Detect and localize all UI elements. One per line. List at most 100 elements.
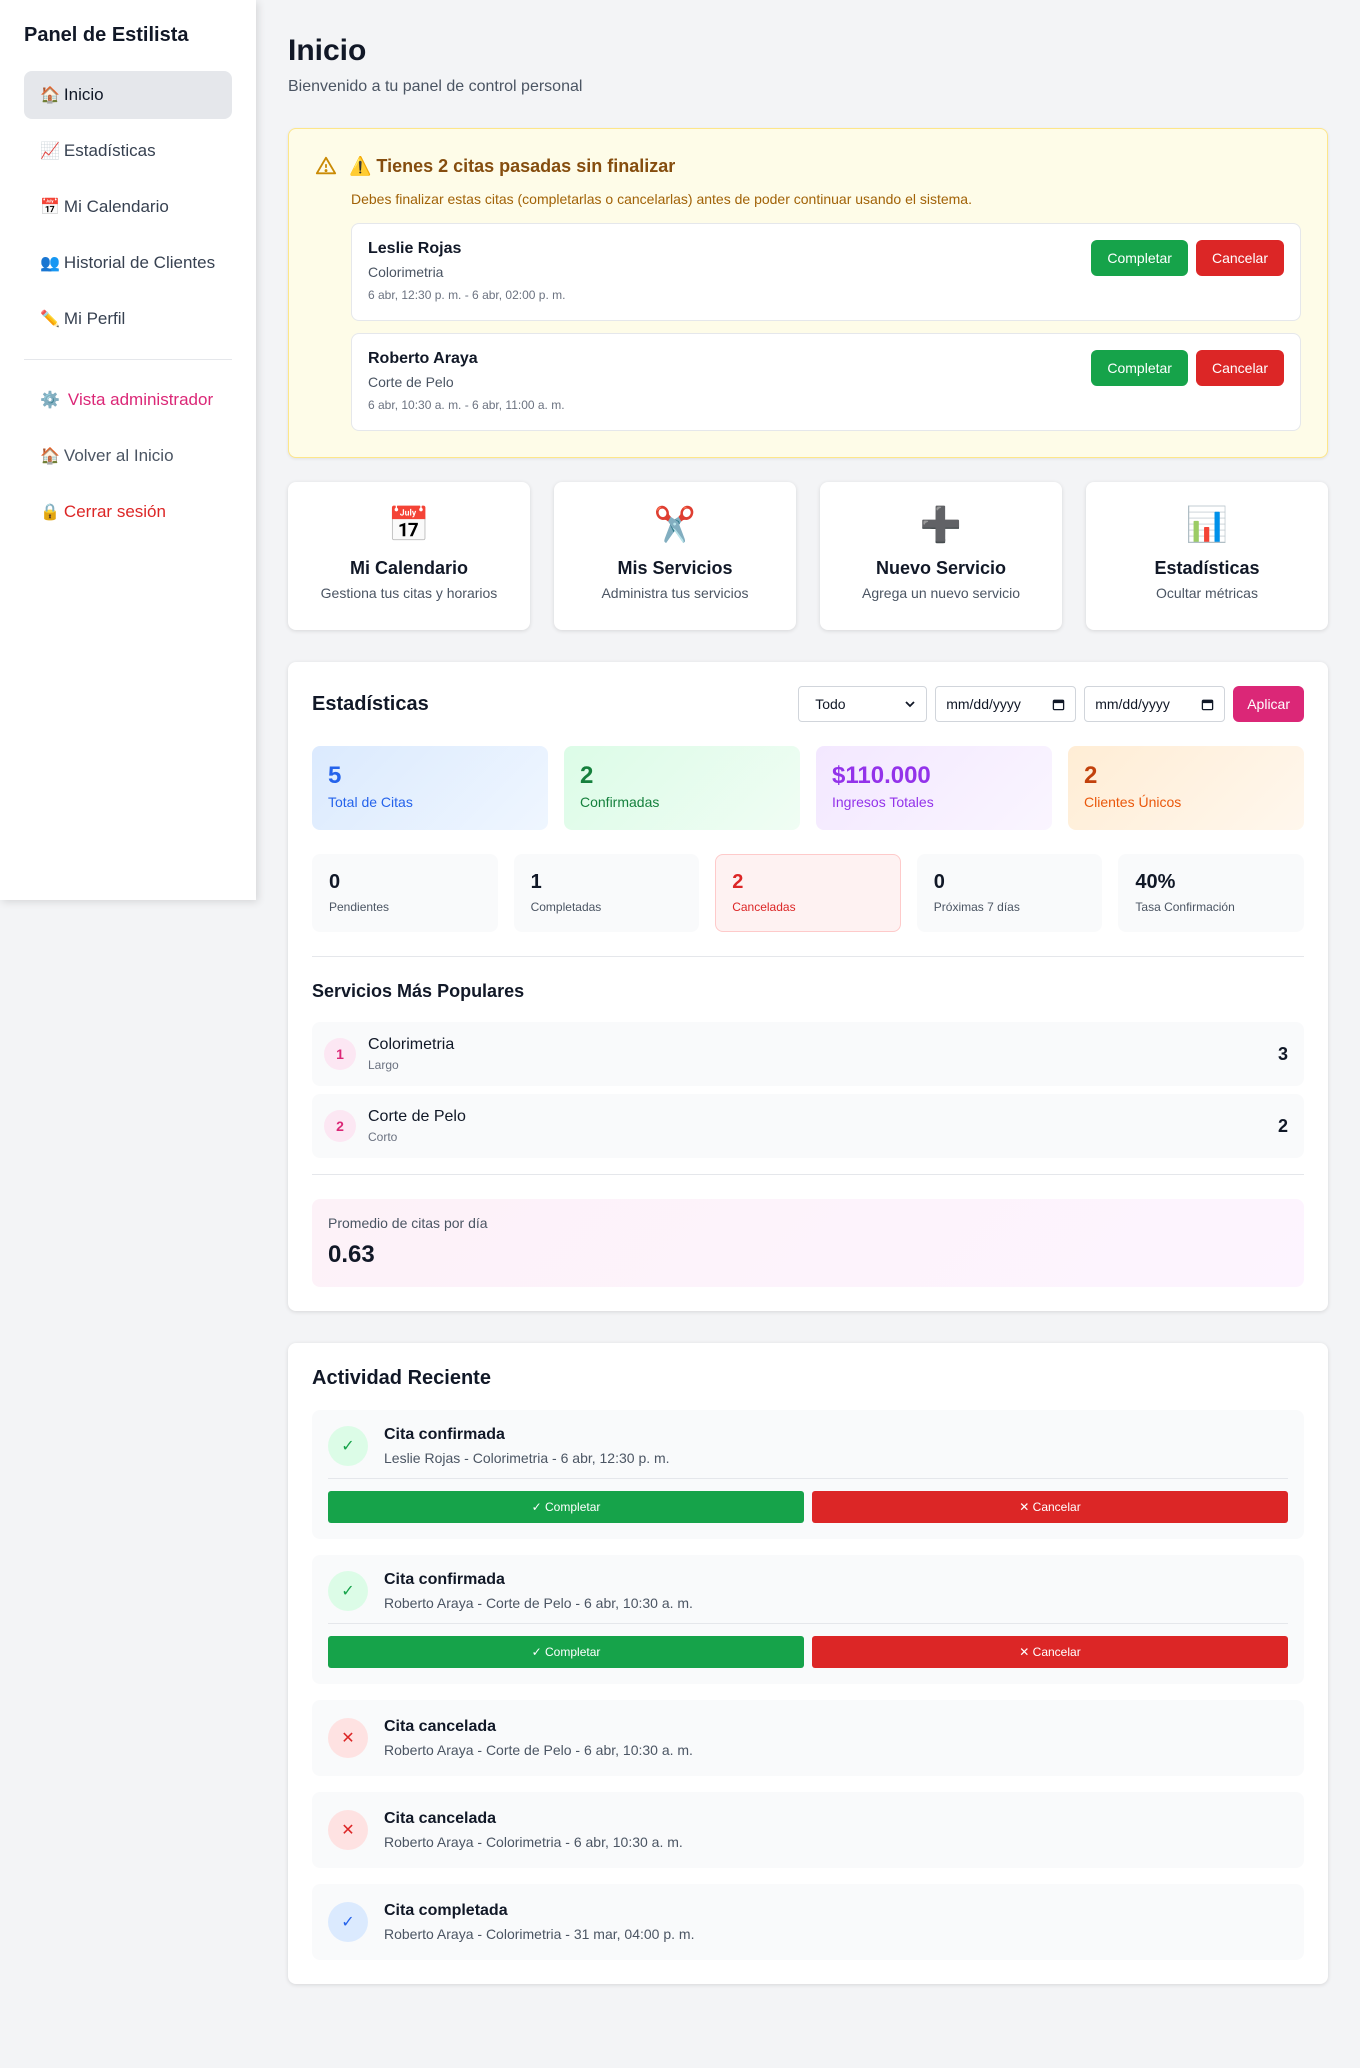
complete-button[interactable]: ✓ Completar <box>328 1491 804 1523</box>
activity-description: Leslie Rojas - Colorimetria - 6 abr, 12:… <box>384 1450 670 1466</box>
popular-services-title: Servicios Más Populares <box>312 981 525 1001</box>
stat-label: Total de Citas <box>328 794 413 810</box>
cancel-button[interactable]: ✕ Cancelar <box>812 1636 1288 1668</box>
appointment-time: 6 abr, 12:30 p. m. - 6 abr, 02:00 p. m. <box>368 288 566 302</box>
apply-button[interactable]: Aplicar <box>1233 686 1304 722</box>
pending-appointment-card: Roberto Araya Corte de Pelo 6 abr, 10:30… <box>351 333 1301 431</box>
calendar-icon <box>1052 699 1065 710</box>
activity-title-text: Cita confirmada <box>384 1571 505 1588</box>
stat-proximas: 0 Próximas 7 días <box>916 854 1103 932</box>
quick-card-title: Mi Calendario <box>349 558 469 578</box>
sidebar-item-inicio[interactable]: 🏠 Inicio <box>24 71 232 119</box>
sidebar-item-perfil[interactable]: ✏️ Mi Perfil <box>24 295 232 343</box>
house-icon: 🏠 <box>40 87 60 104</box>
quick-card-desc: Agrega un nuevo servicio <box>862 585 1020 601</box>
sidebar-item-label: Historial de Clientes <box>63 253 216 272</box>
list-item: 1 Colorimetria Largo 3 <box>312 1022 1304 1086</box>
quick-card-estadisticas[interactable]: 📊 Estadísticas Ocultar métricas <box>1086 482 1328 630</box>
complete-button[interactable]: Completar <box>1091 350 1188 386</box>
quick-card-desc: Gestiona tus citas y horarios <box>320 585 498 601</box>
complete-button[interactable]: ✓ Completar <box>328 1636 804 1668</box>
stat-confirmadas: 2 Confirmadas <box>564 746 800 830</box>
list-item: ✓ Cita confirmada Roberto Araya - Corte … <box>312 1555 1304 1684</box>
activity-title-text: Cita completada <box>384 1902 508 1919</box>
list-item: ✕ Cita cancelada Roberto Araya - Corte d… <box>312 1700 1304 1776</box>
date-to-input[interactable]: mm/dd/yyyy <box>1084 686 1226 722</box>
page-subtitle: Bienvenido a tu panel de control persona… <box>288 78 583 95</box>
quick-card-title: Estadísticas <box>1154 558 1260 578</box>
sidebar-item-historial-clientes[interactable]: 👥 Historial de Clientes <box>24 239 232 287</box>
calendar-icon: 📅 <box>387 506 431 544</box>
service-name: Colorimetria <box>368 1036 455 1053</box>
activity-list: ✓ Cita confirmada Leslie Rojas - Colorim… <box>312 1410 1304 1960</box>
period-select-value: Todo <box>815 696 846 712</box>
scissors-icon: ✂️ <box>653 506 697 544</box>
stats-panel: Estadísticas Todo mm/dd/yyyy mm/dd/yyyy … <box>288 662 1328 1311</box>
sidebar: Panel de Estilista 🏠 Inicio 📈 Estadístic… <box>0 0 256 900</box>
sidebar-item-label: Vista administrador <box>67 390 214 409</box>
quick-card-servicios[interactable]: ✂️ Mis Servicios Administra tus servicio… <box>554 482 796 630</box>
stat-value: 1 <box>530 871 542 893</box>
popular-services-list: 1 Colorimetria Largo 3 2 Corte de Pelo C… <box>312 1022 1304 1158</box>
cancel-button[interactable]: Cancelar <box>1195 240 1284 276</box>
service-count: 2 <box>1277 1115 1288 1136</box>
activity-title: Actividad Reciente <box>312 1367 491 1389</box>
activity-title-text: Cita cancelada <box>384 1810 497 1827</box>
activity-title-text: Cita confirmada <box>384 1426 505 1443</box>
appointment-client: Roberto Araya <box>368 350 478 367</box>
stats-title: Estadísticas <box>312 692 429 715</box>
service-length: Largo <box>368 1058 399 1072</box>
stat-label: Tasa Confirmación <box>1135 900 1235 914</box>
service-name: Corte de Pelo <box>368 1108 466 1125</box>
stat-value: 5 <box>328 762 342 789</box>
sidebar-item-cerrar-sesion[interactable]: 🔒 Cerrar sesión <box>24 488 232 536</box>
divider <box>312 1174 1304 1175</box>
sidebar-title: Panel de Estilista <box>24 24 189 46</box>
bar-chart-icon: 📊 <box>1185 506 1229 544</box>
pencil-icon: ✏️ <box>40 311 60 328</box>
complete-button[interactable]: Completar <box>1091 240 1188 276</box>
stat-value: 2 <box>1084 762 1098 789</box>
stat-total-citas: 5 Total de Citas <box>312 746 548 830</box>
sidebar-item-calendario[interactable]: 📅 Mi Calendario <box>24 183 232 231</box>
average-value: 0.63 <box>328 1241 375 1268</box>
rank-badge: 1 <box>324 1038 356 1070</box>
quick-card-desc: Ocultar métricas <box>1156 585 1258 601</box>
stat-ingresos: $110.000 Ingresos Totales <box>816 746 1052 830</box>
stat-canceladas[interactable]: 2 Canceladas <box>715 854 901 932</box>
stat-value: 0 <box>933 871 945 893</box>
x-icon: ✕ <box>328 1810 368 1850</box>
quick-card-title: Mis Servicios <box>617 558 733 578</box>
sidebar-item-volver-inicio[interactable]: 🏠 Volver al Inicio <box>24 432 232 480</box>
stat-value: 2 <box>732 871 744 893</box>
gear-icon: ⚙️ <box>40 392 60 409</box>
cancel-button[interactable]: Cancelar <box>1195 350 1284 386</box>
house-icon: 🏠 <box>40 448 60 465</box>
sidebar-item-label: Cerrar sesión <box>63 502 166 521</box>
stat-label: Completadas <box>530 900 602 914</box>
period-select[interactable]: Todo <box>798 686 928 722</box>
activity-description: Roberto Araya - Colorimetria - 31 mar, 0… <box>384 1926 695 1942</box>
average-per-day: Promedio de citas por día 0.63 <box>312 1199 1304 1287</box>
quick-card-nuevo-servicio[interactable]: ➕ Nuevo Servicio Agrega un nuevo servici… <box>820 482 1062 630</box>
rank-badge: 2 <box>324 1110 356 1142</box>
list-item: ✓ Cita completada Roberto Araya - Colori… <box>312 1884 1304 1960</box>
sidebar-item-estadisticas[interactable]: 📈 Estadísticas <box>24 127 232 175</box>
sidebar-item-label: Volver al Inicio <box>63 446 174 465</box>
cancel-button[interactable]: ✕ Cancelar <box>812 1491 1288 1523</box>
stat-label: Ingresos Totales <box>832 794 934 810</box>
pending-appointments-warning: ⚠️ Tienes 2 citas pasadas sin finalizar … <box>288 128 1328 458</box>
stat-value: 0 <box>329 871 341 893</box>
sidebar-item-label: Mi Perfil <box>63 309 126 328</box>
lock-icon: 🔒 <box>40 504 60 521</box>
stat-tasa-confirmacion: 40% Tasa Confirmación <box>1118 854 1304 932</box>
date-from-input[interactable]: mm/dd/yyyy <box>935 686 1077 722</box>
activity-description: Roberto Araya - Corte de Pelo - 6 abr, 1… <box>384 1742 693 1758</box>
sidebar-item-vista-admin[interactable]: ⚙️ Vista administrador <box>24 376 232 424</box>
appointment-time: 6 abr, 10:30 a. m. - 6 abr, 11:00 a. m. <box>368 398 565 412</box>
check-icon: ✓ <box>328 1902 368 1942</box>
quick-card-calendario[interactable]: 📅 Mi Calendario Gestiona tus citas y hor… <box>288 482 530 630</box>
appointment-client: Leslie Rojas <box>368 240 462 257</box>
recent-activity-panel: Actividad Reciente ✓ Cita confirmada Les… <box>288 1343 1328 1984</box>
calendar-icon <box>1201 699 1214 710</box>
